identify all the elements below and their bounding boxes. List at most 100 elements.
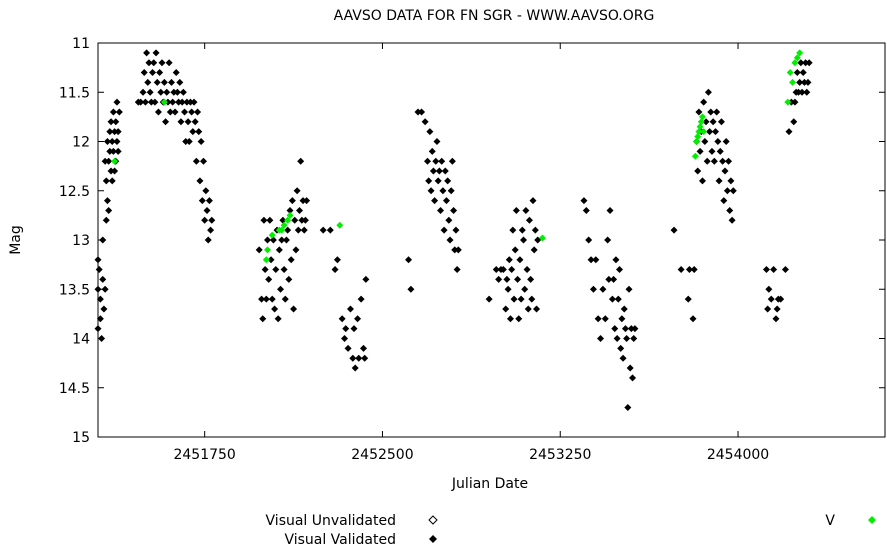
data-point-visual-validated <box>630 335 638 342</box>
x-tick-label: 2452500 <box>351 447 413 463</box>
data-point-visual-validated <box>282 236 290 244</box>
data-point-visual-validated <box>492 266 500 274</box>
data-point-visual-validated <box>195 128 203 136</box>
data-point-visual-validated <box>281 295 289 303</box>
data-point-visual-validated <box>696 147 704 155</box>
data-point-v <box>698 113 706 121</box>
data-point-visual-validated <box>157 88 165 96</box>
data-point-visual-validated <box>357 295 365 303</box>
data-point-visual-validated <box>197 138 205 145</box>
data-point-visual-validated <box>361 354 369 362</box>
data-point-visual-validated <box>781 266 789 274</box>
x-axis-label: Julian Date <box>451 476 528 492</box>
data-point-visual-validated <box>594 315 602 323</box>
data-point-visual-validated <box>700 98 708 106</box>
data-point-visual-validated <box>707 108 715 116</box>
data-point-visual-validated <box>259 315 267 323</box>
data-point-visual-validated <box>101 285 109 293</box>
data-point-visual-validated <box>604 236 612 244</box>
data-point-visual-validated <box>146 88 154 96</box>
data-point-v <box>791 59 799 67</box>
data-point-visual-validated <box>260 216 268 224</box>
data-point-visual-validated <box>524 305 532 313</box>
data-point-visual-validated <box>709 118 717 126</box>
data-point-visual-validated <box>712 128 720 136</box>
data-point-visual-validated <box>506 315 514 323</box>
data-point-visual-validated <box>518 226 526 234</box>
data-point-visual-validated <box>729 187 737 195</box>
data-point-visual-validated <box>94 285 102 293</box>
data-point-visual-validated <box>435 167 443 175</box>
y-tick-label: 12 <box>72 135 90 151</box>
data-point-visual-validated <box>787 98 795 106</box>
data-point-visual-validated <box>785 128 793 136</box>
data-point-visual-validated <box>773 305 781 313</box>
data-point-visual-validated <box>278 236 286 244</box>
data-point-visual-validated <box>770 266 778 274</box>
data-point-visual-validated <box>582 206 590 214</box>
data-point-visual-validated <box>427 187 435 195</box>
data-point-visual-validated <box>162 118 170 126</box>
data-point-visual-validated <box>495 275 503 283</box>
data-point-visual-validated <box>432 157 440 165</box>
data-point-visual-validated <box>175 98 183 106</box>
data-point-visual-validated <box>113 98 121 106</box>
data-point-visual-validated <box>108 177 116 185</box>
data-point-visual-validated <box>684 295 692 303</box>
data-point-visual-validated <box>346 305 354 313</box>
data-point-visual-validated <box>186 98 194 106</box>
data-point-visual-validated <box>454 246 462 254</box>
data-point-visual-validated <box>421 118 429 126</box>
data-point-visual-validated <box>94 325 102 333</box>
data-point-visual-validated <box>255 246 263 254</box>
data-point-visual-validated <box>285 275 293 283</box>
data-point-visual-validated <box>437 206 445 214</box>
data-point-v <box>694 133 702 141</box>
data-point-visual-validated <box>605 275 613 283</box>
data-point-visual-validated <box>504 285 512 293</box>
data-point-visual-validated <box>114 128 122 136</box>
data-point-visual-validated <box>102 177 110 185</box>
data-point-visual-validated <box>441 167 449 175</box>
data-point-visual-validated <box>299 197 307 205</box>
x-axis: 2451750 2452500 2453250 2454000 <box>173 43 769 463</box>
data-point-visual-validated <box>601 315 609 323</box>
data-point-visual-validated <box>263 236 271 244</box>
data-point-visual-validated <box>295 206 303 214</box>
data-point-visual-validated <box>202 187 210 195</box>
data-point-visual-validated <box>350 325 358 333</box>
data-point-visual-validated <box>359 344 367 352</box>
data-point-visual-validated <box>156 69 164 77</box>
data-point-visual-validated <box>179 88 187 96</box>
data-point-visual-validated <box>147 98 155 106</box>
data-point-visual-validated <box>794 88 802 96</box>
data-point-visual-validated <box>445 216 453 224</box>
data-point-visual-validated <box>690 266 698 274</box>
y-tick-label: 14 <box>72 332 90 348</box>
data-point-visual-validated <box>440 226 448 234</box>
data-point-visual-validated <box>297 157 305 165</box>
data-point-visual-validated <box>342 325 350 333</box>
data-point-visual-validated <box>167 78 175 86</box>
data-point-visual-validated <box>149 69 157 77</box>
data-point-visual-validated <box>722 138 730 145</box>
data-point-visual-validated <box>158 59 166 67</box>
data-point-visual-validated <box>428 147 436 155</box>
data-point-visual-validated <box>800 78 808 86</box>
data-point-visual-validated <box>764 305 772 313</box>
data-point-visual-validated <box>262 295 270 303</box>
data-point-visual-validated <box>279 216 287 224</box>
data-point-visual-validated <box>194 108 202 116</box>
data-point-visual-validated <box>442 197 450 205</box>
data-point-visual-validated <box>624 403 632 411</box>
data-point-visual-validated <box>99 275 107 283</box>
data-point-visual-validated <box>608 295 616 303</box>
data-point-visual-validated <box>137 98 145 106</box>
data-point-visual-validated <box>617 344 625 352</box>
data-point-visual-validated <box>271 305 279 313</box>
data-point-visual-validated <box>723 187 731 195</box>
data-point-visual-validated <box>614 295 622 303</box>
data-point-visual-validated <box>515 315 523 323</box>
data-point-visual-validated <box>522 206 530 214</box>
data-point-visual-validated <box>355 354 363 362</box>
